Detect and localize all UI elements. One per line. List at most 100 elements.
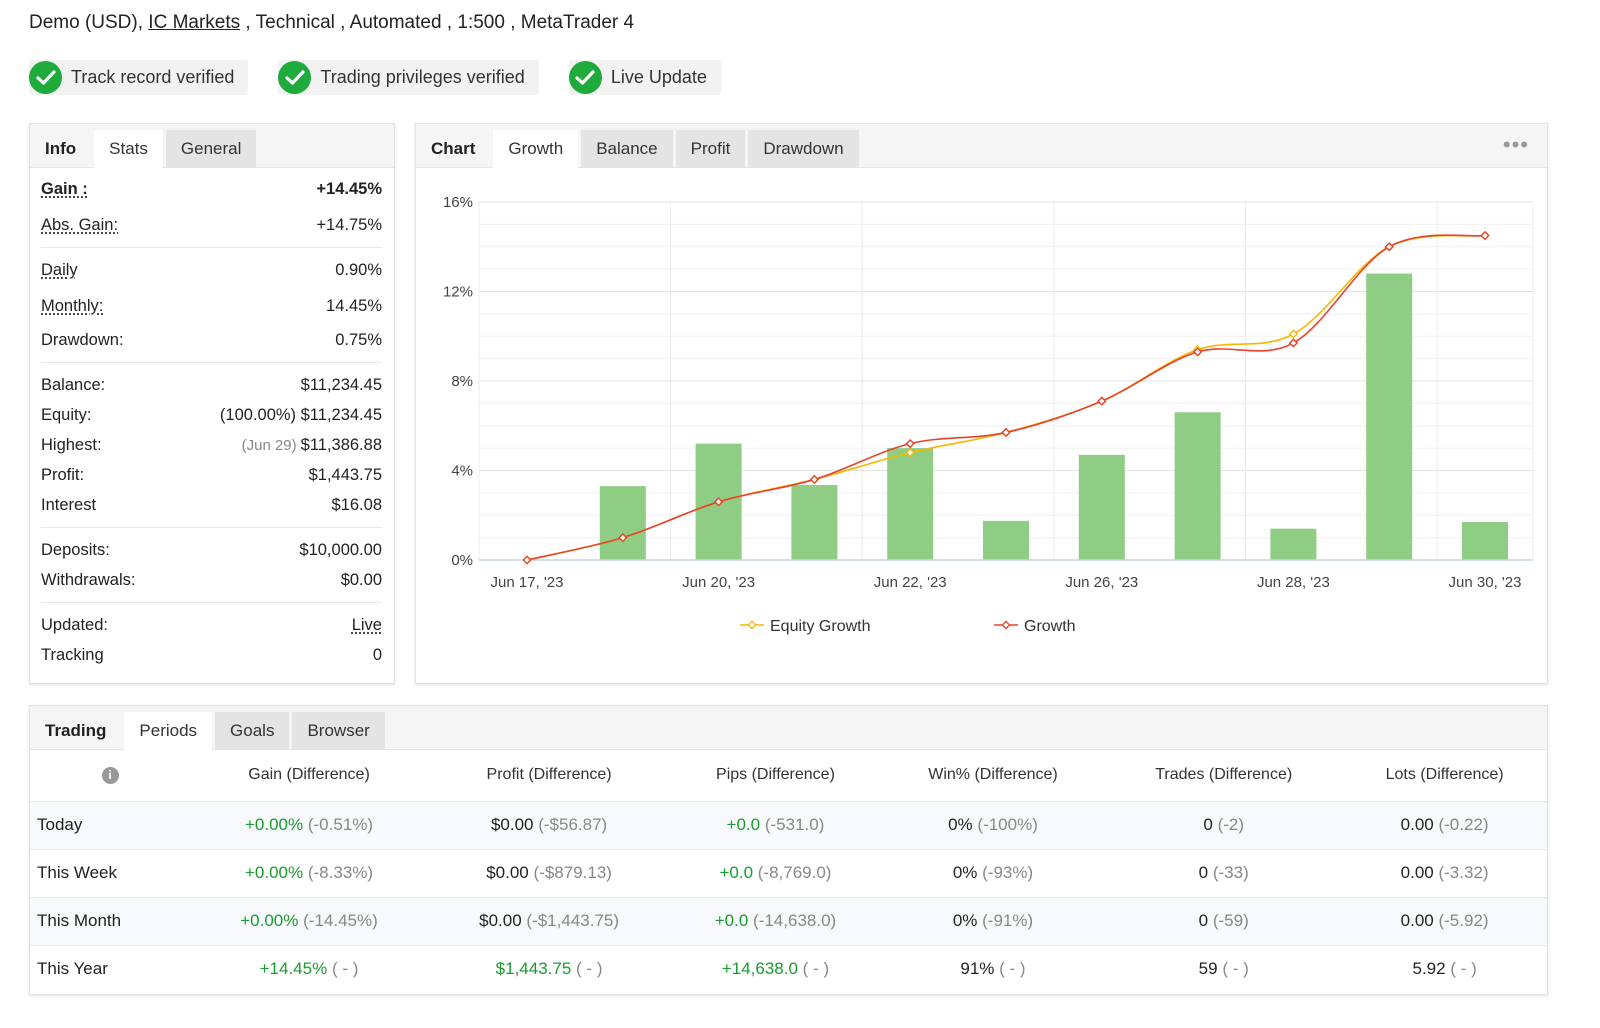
tab-balance[interactable]: Balance <box>581 130 673 168</box>
series-point <box>618 532 628 543</box>
series-point <box>1288 338 1299 348</box>
periods-table: i Gain (Difference) Profit (Difference) … <box>30 750 1547 993</box>
broker-link[interactable]: IC Markets <box>148 12 241 33</box>
profit-label: Profit: <box>41 465 85 484</box>
tab-periods[interactable]: Periods <box>124 712 213 750</box>
profit-cell: $0.00 (-$1,443.75) <box>428 896 671 945</box>
pips-cell: +0.0 (-14,638.0) <box>670 896 881 945</box>
win-cell: 0% (-93%) <box>880 848 1106 897</box>
chart-tabs: Chart Growth Balance Profit Drawdown <box>416 124 1547 168</box>
drawdown-value: 0.75% <box>335 330 382 349</box>
pips-cell: +0.0 (-8,769.0) <box>670 848 881 897</box>
tracking-row: Tracking 0 <box>41 640 382 670</box>
y-tick-label: 4% <box>451 463 473 480</box>
highest-label: Highest: <box>41 435 102 454</box>
series-point <box>1097 396 1107 406</box>
tab-stats[interactable]: Stats <box>94 130 163 168</box>
abs-gain-label[interactable]: Abs. Gain: <box>41 215 119 234</box>
badge-label: Live Update <box>610 67 707 87</box>
legend-label: Equity Growth <box>770 618 870 635</box>
lots-cell: 0.00 (-0.22) <box>1342 800 1547 849</box>
highest-row: Highest: (Jun 29) $11,386.88 <box>41 430 382 460</box>
series-point <box>905 447 915 458</box>
tab-profit[interactable]: Profit <box>675 130 746 168</box>
drawdown-row: Drawdown: 0.75% <box>41 325 382 355</box>
tab-browser[interactable]: Browser <box>292 712 385 750</box>
tab-growth[interactable]: Growth <box>493 130 579 168</box>
tab-goals[interactable]: Goals <box>215 712 290 750</box>
gain-value: +14.45% <box>316 179 382 198</box>
periods-panel: Trading Periods Goals Browser i Gain (Di… <box>29 705 1548 995</box>
track-record-badge: Track record verified <box>29 60 249 95</box>
account-summary: Demo (USD), IC Markets , Technical , Aut… <box>29 12 634 34</box>
monthly-row: Monthly: 14.45% <box>41 291 382 321</box>
y-tick-label: 8% <box>451 373 473 390</box>
updated-value[interactable]: Live <box>351 615 382 634</box>
tab-drawdown[interactable]: Drawdown <box>748 130 859 168</box>
series-point <box>522 555 532 565</box>
gain-row: Gain : +14.45% <box>41 174 382 204</box>
equity-row: Equity: (100.00%) $11,234.45 <box>41 400 382 430</box>
x-tick-label: Jun 28, '23 <box>1257 574 1330 591</box>
equity-value: (100.00%) $11,234.45 <box>219 405 382 424</box>
info-header: i <box>30 750 190 801</box>
abs-gain-row: Abs. Gain: +14.75% <box>41 210 382 240</box>
pips-cell: +0.0 (-531.0) <box>670 800 881 849</box>
check-circle-icon <box>278 61 312 94</box>
column-header: Win% (Difference) <box>928 766 1058 784</box>
deposits-label: Deposits: <box>41 540 110 559</box>
account-details: , Technical , Automated , 1:500 , MetaTr… <box>240 12 635 33</box>
deposits-row: Deposits: $10,000.00 <box>41 535 382 565</box>
tab-info[interactable]: Info <box>45 139 77 158</box>
trades-cell: 0 (-33) <box>1105 848 1343 897</box>
trading-privileges-badge: Trading privileges verified <box>278 60 539 95</box>
legend-marker <box>747 620 757 630</box>
y-tick-label: 0% <box>451 552 473 569</box>
tracking-label: Tracking <box>41 645 104 664</box>
pips-cell: +14,638.0 ( - ) <box>670 944 881 993</box>
series-point <box>713 497 724 507</box>
trades-cell: 0 (-2) <box>1105 800 1343 849</box>
account-type: Demo (USD), <box>29 12 149 33</box>
series-point <box>1480 230 1490 241</box>
bar <box>1270 528 1317 560</box>
legend-marker <box>1001 620 1011 630</box>
bar <box>983 520 1029 560</box>
bar <box>887 448 934 560</box>
interest-label: Interest <box>41 495 97 514</box>
balance-value: $11,234.45 <box>300 375 382 394</box>
period-label: Today <box>30 800 190 849</box>
updated-label: Updated: <box>41 615 108 634</box>
growth-chart: 0% 4% 8% 12% 16% Jun 17, '23 Jun 20, '23 Jun 22… <box>443 194 1534 635</box>
profit-row: Profit: $1,443.75 <box>41 460 382 490</box>
more-dots-icon[interactable]: ••• <box>1502 132 1529 157</box>
withdrawals-value: $0.00 <box>340 570 382 589</box>
abs-gain-value: +14.75% <box>316 215 382 234</box>
gain-label[interactable]: Gain : <box>41 179 88 198</box>
balance-label: Balance: <box>41 375 106 394</box>
table-row: Today +0.00% (-0.51%) $0.00 (-$56.87) +0… <box>30 800 1547 849</box>
series-point <box>1288 329 1299 339</box>
tab-chart[interactable]: Chart <box>431 139 476 158</box>
series-point <box>809 474 820 485</box>
win-cell: 0% (-100%) <box>880 800 1106 849</box>
info-panel: Info Stats General Gain : +14.45% Abs. G… <box>29 123 395 684</box>
win-cell: 91% ( - ) <box>880 944 1106 993</box>
column-header: Lots (Difference) <box>1385 766 1504 784</box>
daily-label[interactable]: Daily <box>41 260 78 279</box>
column-header: Trades (Difference) <box>1155 766 1293 784</box>
y-tick-label: 16% <box>443 194 473 211</box>
monthly-label[interactable]: Monthly: <box>41 296 104 315</box>
x-tick-label: Jun 22, '23 <box>874 574 947 591</box>
period-label: This Month <box>30 896 190 945</box>
tab-trading[interactable]: Trading <box>45 721 107 740</box>
lots-cell: 0.00 (-3.32) <box>1342 848 1547 897</box>
series-point <box>905 438 915 449</box>
info-icon[interactable]: i <box>101 767 119 785</box>
updated-row: Updated: Live <box>41 610 382 640</box>
lots-cell: 5.92 ( - ) <box>1342 944 1547 993</box>
win-cell: 0% (-91%) <box>880 896 1106 945</box>
tab-general[interactable]: General <box>165 130 257 168</box>
withdrawals-label: Withdrawals: <box>41 570 136 589</box>
bar <box>1078 454 1125 560</box>
